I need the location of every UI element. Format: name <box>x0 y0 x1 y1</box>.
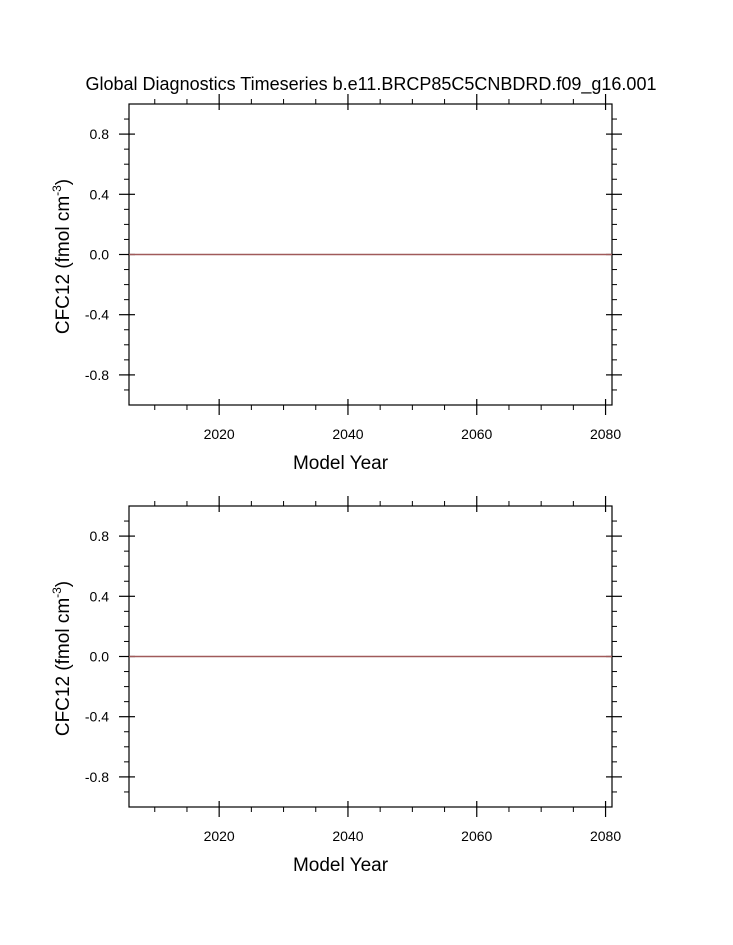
x-tick-label: 2080 <box>590 426 621 442</box>
y-tick-label: -0.8 <box>85 769 109 785</box>
y-axis-title-suffix: ) <box>53 179 74 185</box>
x-tick-label: 2080 <box>590 828 621 844</box>
y-axis-title-suffix: ) <box>53 581 74 587</box>
x-tick-label: 2020 <box>204 426 235 442</box>
x-tick-label: 2060 <box>461 426 492 442</box>
y-tick-label: 0.4 <box>90 186 110 202</box>
y-axis-title: CFC12 (fmol cm-3) <box>50 179 74 334</box>
y-axis-title-text: CFC12 (fmol cm <box>53 598 74 736</box>
x-axis-title: Model Year <box>293 453 389 474</box>
y-tick-label: 0.0 <box>90 247 110 263</box>
y-tick-label: 0.8 <box>90 126 110 142</box>
y-axis-title-exponent: -3 <box>50 185 64 196</box>
y-axis-title: CFC12 (fmol cm-3) <box>50 581 74 736</box>
chart-title: Global Diagnostics Timeseries b.e11.BRCP… <box>86 74 657 95</box>
y-tick-label: 0.8 <box>90 528 110 544</box>
x-tick-label: 2040 <box>332 828 363 844</box>
y-tick-label: -0.4 <box>85 709 109 725</box>
x-tick-label: 2020 <box>204 828 235 844</box>
panel-top: 2020 2040 2060 2080 -0.8 -0.4 0.0 0.4 0.8 Model Y… <box>50 94 622 474</box>
y-tick-label: -0.4 <box>85 307 109 323</box>
panel-bottom: 2020 2040 2060 2080 -0.8 -0.4 0.0 0.4 0.8 Model Y… <box>50 496 622 876</box>
y-axis-title-exponent: -3 <box>50 587 64 598</box>
x-axis-title: Model Year <box>293 855 389 876</box>
y-tick-label: -0.8 <box>85 367 109 383</box>
y-tick-label: 0.0 <box>90 649 110 665</box>
y-tick-label: 0.4 <box>90 588 110 604</box>
x-tick-label: 2060 <box>461 828 492 844</box>
x-tick-label: 2040 <box>332 426 363 442</box>
y-axis-title-text: CFC12 (fmol cm <box>53 196 74 334</box>
